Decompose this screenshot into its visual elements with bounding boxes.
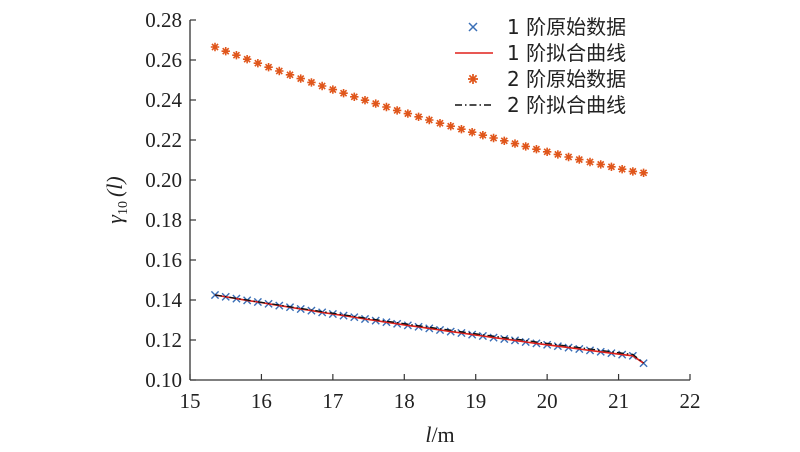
data-point-order-2 xyxy=(489,133,498,143)
data-point-order-2 xyxy=(350,92,359,101)
series-layer xyxy=(210,42,648,368)
data-point-order-2 xyxy=(457,125,466,134)
data-point-order-2 xyxy=(371,99,380,108)
y-ticks: 0.10 0.12 0.14 0.16 0.18 0.20 0.22 0.24 0.26 0.28 xyxy=(145,8,196,392)
x-tick-label: 16 xyxy=(251,389,272,413)
x-axis-title: l/m xyxy=(425,422,454,447)
x-tick-label: 21 xyxy=(608,389,629,413)
data-point-order-2 xyxy=(542,147,552,156)
data-point-order-2 xyxy=(307,78,316,87)
data-point-order-2 xyxy=(414,112,423,121)
y-tick-label: 0.26 xyxy=(145,48,182,72)
data-point-order-2 xyxy=(360,96,370,105)
series-2 xyxy=(214,294,645,364)
y-tick-label: 0.22 xyxy=(145,128,182,152)
legend-item-1: 1 阶原始数据 xyxy=(468,15,626,39)
data-point-order-2 xyxy=(510,139,520,148)
y-tick-label: 0.12 xyxy=(145,328,182,352)
data-point-order-2 xyxy=(585,157,595,167)
data-point-order-2 xyxy=(500,136,509,145)
x-tick-label: 18 xyxy=(394,389,415,413)
data-point-order-2 xyxy=(617,165,627,174)
legend-label: 2 阶原始数据 xyxy=(507,67,626,91)
data-point-order-2 xyxy=(339,89,348,98)
data-point-order-2 xyxy=(425,115,434,125)
data-point-order-2 xyxy=(639,168,648,177)
data-point-order-2 xyxy=(221,47,230,56)
legend-item-2: 1 阶拟合曲线 xyxy=(455,41,626,65)
data-point-order-2 xyxy=(392,106,402,115)
y-axis-title-subscript: 10 xyxy=(116,201,131,215)
data-point-order-2 xyxy=(264,63,273,72)
y-tick-label: 0.14 xyxy=(145,288,182,312)
legend-marker-asterisk xyxy=(468,74,478,84)
data-point-order-2 xyxy=(478,131,488,140)
x-ticks: 15 16 17 18 19 20 21 22 xyxy=(180,374,701,413)
x-axis-title-var: l xyxy=(425,422,431,447)
y-tick-label: 0.20 xyxy=(145,168,182,192)
x-tick-label: 15 xyxy=(180,389,201,413)
y-tick-label: 0.24 xyxy=(145,88,182,112)
y-tick-label: 0.18 xyxy=(145,208,182,232)
legend-item-3: 2 阶原始数据 xyxy=(468,67,626,91)
data-point-order-2 xyxy=(435,119,445,128)
data-point-order-2 xyxy=(564,152,573,162)
legend-label: 1 阶拟合曲线 xyxy=(507,41,626,65)
data-point-order-2 xyxy=(607,162,616,171)
data-point-order-2 xyxy=(467,128,477,137)
data-point-order-2 xyxy=(532,145,541,154)
data-point-order-2 xyxy=(210,42,220,52)
data-point-order-2 xyxy=(628,167,638,176)
data-point-order-2 xyxy=(521,142,530,151)
plot-area xyxy=(189,20,690,381)
data-point-order-2 xyxy=(242,55,252,64)
series-3 xyxy=(210,42,648,177)
data-point-order-2 xyxy=(253,59,263,68)
data-point-order-2 xyxy=(553,150,563,159)
data-point-order-2 xyxy=(285,70,295,79)
data-point-order-2 xyxy=(317,81,327,91)
legend-item-4: 2 阶拟合曲线 xyxy=(455,93,626,117)
legend-label: 2 阶拟合曲线 xyxy=(507,93,626,117)
y-axis-title-symbol: γ xyxy=(102,214,127,224)
x-tick-label: 20 xyxy=(537,389,558,413)
x-tick-label: 19 xyxy=(465,389,486,413)
legend-marker-x xyxy=(468,22,478,32)
data-point-order-2 xyxy=(232,51,241,60)
legend-label: 1 阶原始数据 xyxy=(507,15,626,39)
y-axis-title-arg: (l) xyxy=(102,176,127,197)
data-point-order-2 xyxy=(296,74,305,83)
fit-line-order-1 xyxy=(214,294,645,364)
data-point-order-2 xyxy=(446,122,455,131)
y-tick-label: 0.28 xyxy=(145,8,182,32)
data-point-order-2 xyxy=(328,85,338,94)
y-tick-label: 0.10 xyxy=(145,368,182,392)
data-point-order-2 xyxy=(596,160,605,169)
x-tick-label: 22 xyxy=(680,389,701,413)
y-axis-title: γ10 (l) xyxy=(102,176,131,223)
y-tick-label: 0.16 xyxy=(145,248,182,272)
x-tick-label: 17 xyxy=(322,389,343,413)
x-axis-title-unit: /m xyxy=(431,422,454,447)
data-point-order-2 xyxy=(382,102,391,112)
data-point-order-2 xyxy=(275,66,284,76)
data-point-order-2 xyxy=(403,109,413,118)
data-point-order-2 xyxy=(575,155,584,164)
